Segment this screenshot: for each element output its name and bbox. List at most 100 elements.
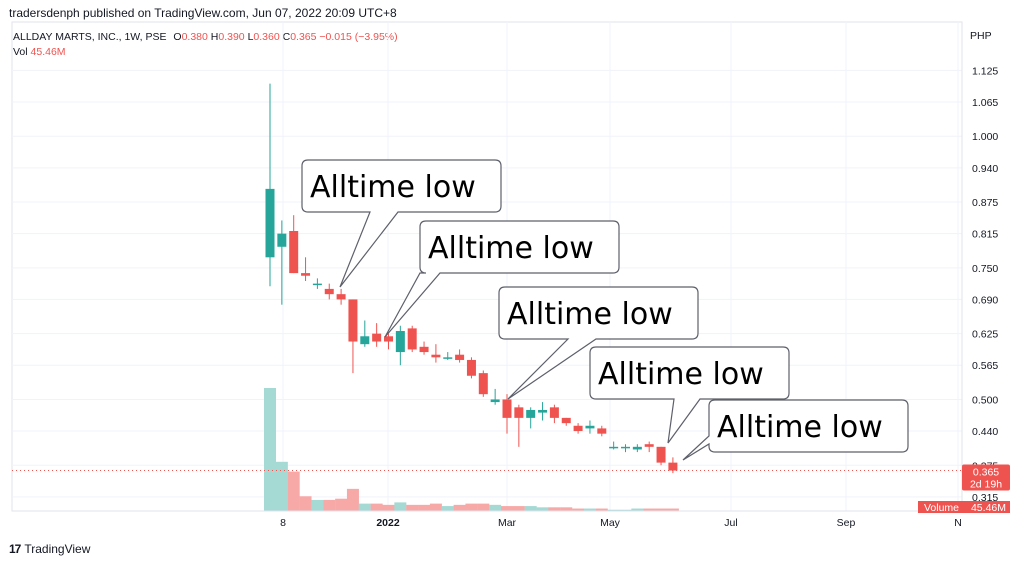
volume-badge xyxy=(918,501,1010,513)
candle-body xyxy=(621,446,630,449)
volume-bar xyxy=(560,507,573,511)
candle-body xyxy=(384,336,393,342)
y-tick-label: 1.125 xyxy=(972,65,998,77)
callout-bubble xyxy=(498,286,699,400)
volume-bar xyxy=(501,506,513,511)
callout-text: Alltime low xyxy=(507,297,673,332)
volume-bar xyxy=(358,503,371,511)
callout-text: Alltime low xyxy=(310,170,476,205)
candle-body xyxy=(549,407,559,418)
x-tick-label: 8 xyxy=(280,517,286,529)
currency-label: PHP xyxy=(970,30,992,42)
high-label: H xyxy=(210,31,219,43)
y-tick-label: 0.565 xyxy=(972,360,998,372)
candle-body xyxy=(609,446,619,449)
last-price-badge xyxy=(962,464,1010,491)
candle-body xyxy=(419,346,429,353)
volume-bar xyxy=(643,508,656,511)
candle-body xyxy=(538,409,548,413)
candle-body xyxy=(466,359,476,376)
candle-body xyxy=(289,230,299,274)
volume-bar xyxy=(631,508,644,511)
tradingview-logo-icon: 17 xyxy=(9,542,21,556)
volume-bar xyxy=(572,508,585,511)
volume-bar xyxy=(287,471,300,511)
y-tick-label: 0.440 xyxy=(972,426,998,438)
callout-alltime-low[interactable]: Alltime low xyxy=(301,159,502,288)
candle-body xyxy=(443,357,453,359)
x-tick-label: 2022 xyxy=(376,517,400,529)
candle-body xyxy=(632,446,642,450)
candle-body xyxy=(431,354,441,358)
x-tick-label: May xyxy=(600,517,621,529)
volume-bar xyxy=(583,508,596,511)
volume-bar xyxy=(512,506,525,511)
callout-alltime-low[interactable]: Alltime low xyxy=(498,286,699,400)
volume-bar xyxy=(264,388,276,511)
candle-body xyxy=(644,444,654,447)
y-tick-label: 0.750 xyxy=(972,263,998,275)
volume-bar xyxy=(382,504,395,511)
chart-legend: ALLDAY MARTS, INC., 1W, PSE O0.380 H0.39… xyxy=(13,30,398,60)
candle-body xyxy=(265,188,275,258)
change-value: −0.015 (−3.95%) xyxy=(319,31,398,43)
callout-text: Alltime low xyxy=(598,357,764,392)
volume-bar xyxy=(607,509,620,511)
candle-body xyxy=(573,425,583,432)
y-tick-label: 0.315 xyxy=(972,492,998,504)
candle-body xyxy=(360,336,370,345)
candle-body xyxy=(561,417,571,424)
candle-body xyxy=(490,399,500,403)
y-tick-label: 0.690 xyxy=(972,294,998,306)
volume-bars xyxy=(264,388,679,511)
callout-bubble xyxy=(301,159,502,288)
candles xyxy=(12,83,962,474)
candle-body xyxy=(514,407,524,418)
candle-body xyxy=(585,425,595,429)
callout-alltime-low[interactable]: Alltime low xyxy=(384,220,620,338)
volume-bar xyxy=(429,503,442,511)
low-value: 0.360 xyxy=(253,31,280,43)
x-tick-label: Jul xyxy=(724,517,737,529)
volume-bar xyxy=(418,504,431,511)
volume-bar xyxy=(477,503,490,511)
volume-row: Vol 45.46M xyxy=(13,45,398,60)
candle-body xyxy=(277,233,287,247)
candle-body xyxy=(526,409,536,418)
symbol-name[interactable]: ALLDAY MARTS, INC., 1W, PSE xyxy=(13,31,167,43)
y-tick-label: 0.875 xyxy=(972,197,998,209)
x-tick-label: Sep xyxy=(837,517,856,529)
candle-body xyxy=(455,354,465,360)
volume-bar xyxy=(536,507,549,511)
callout-alltime-low[interactable]: Alltime low xyxy=(682,399,909,461)
candle-body xyxy=(407,328,417,350)
volume-bar xyxy=(275,461,288,511)
candle-body xyxy=(324,288,334,295)
volume-bar xyxy=(666,508,679,511)
callout-text: Alltime low xyxy=(428,231,594,266)
volume-bar xyxy=(453,504,466,511)
candle-body xyxy=(348,299,358,342)
callout-bubble xyxy=(589,346,790,444)
candle-body xyxy=(478,373,488,395)
publisher-line: tradersdenph published on TradingView.co… xyxy=(9,6,397,20)
volume-bar xyxy=(548,507,561,511)
volume-value: 45.46M xyxy=(30,46,66,58)
volume-bar xyxy=(595,508,608,511)
candle-body xyxy=(668,462,678,471)
y-tick-label: 1.065 xyxy=(972,97,998,109)
volume-bar xyxy=(465,503,478,511)
volume-bar xyxy=(346,488,359,511)
volume-label: Vol xyxy=(13,46,28,58)
callout-bubble xyxy=(682,399,909,461)
callout-alltime-low[interactable]: Alltime low xyxy=(589,346,790,444)
volume-bar xyxy=(406,504,419,511)
x-tick-label: N xyxy=(954,517,962,529)
callout-text: Alltime low xyxy=(717,410,883,445)
volume-bar xyxy=(489,504,502,511)
y-tick-label: 1.000 xyxy=(972,131,998,143)
volume-bar xyxy=(370,503,383,511)
y-tick-label: 0.625 xyxy=(972,329,998,341)
